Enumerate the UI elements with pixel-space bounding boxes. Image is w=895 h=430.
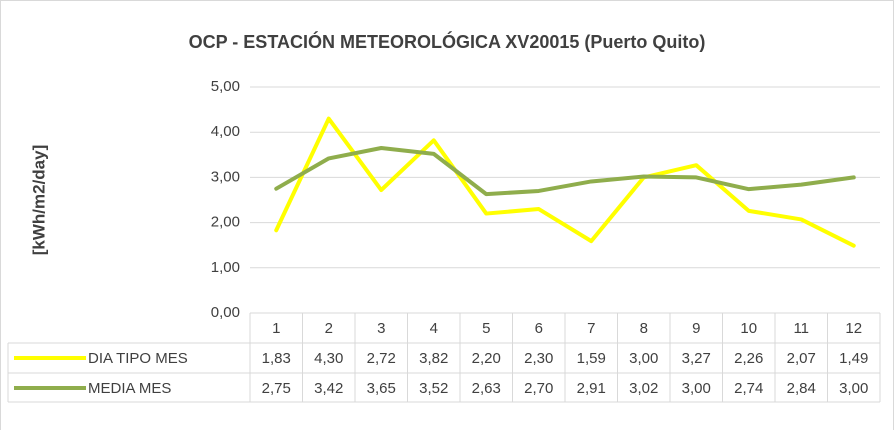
x-tick-label: 4 [430, 320, 438, 337]
series-line [274, 116, 856, 248]
x-tick-label: 1 [272, 320, 280, 337]
series-line [274, 146, 856, 197]
table-value: 3,82 [419, 350, 448, 367]
table-value: 2,07 [787, 350, 816, 367]
table-value: 3,42 [314, 380, 343, 397]
legend-label: DIA TIPO MES [88, 350, 188, 367]
table-value: 1,83 [262, 350, 291, 367]
table-value: 2,70 [524, 380, 553, 397]
legend-label: MEDIA MES [88, 380, 171, 397]
table-value: 3,65 [367, 380, 396, 397]
table-value: 2,75 [262, 380, 291, 397]
x-tick-label: 3 [377, 320, 385, 337]
table-value: 3,52 [419, 380, 448, 397]
table-value: 2,84 [787, 380, 816, 397]
y-axis-label: [kWh/m2/day] [29, 145, 48, 256]
x-tick-label: 2 [325, 320, 333, 337]
y-tick-label: 4,00 [211, 123, 240, 140]
table-value: 3,00 [682, 380, 711, 397]
table-value: 2,30 [524, 350, 553, 367]
x-tick-label: 6 [535, 320, 543, 337]
table-value: 2,72 [367, 350, 396, 367]
x-tick-label: 12 [845, 320, 862, 337]
x-tick-label: 11 [793, 320, 809, 337]
table-value: 4,30 [314, 350, 343, 367]
table-value: 3,00 [629, 350, 658, 367]
table-value: 1,59 [577, 350, 606, 367]
table-value: 2,20 [472, 350, 501, 367]
table-value: 2,74 [734, 380, 763, 397]
y-tick-label: 5,00 [211, 78, 240, 95]
table-value: 2,63 [472, 380, 501, 397]
y-tick-label: 1,00 [211, 259, 240, 276]
chart-title: OCP - ESTACIÓN METEOROLÓGICA XV20015 (Pu… [189, 31, 706, 52]
table-value: 1,49 [839, 350, 868, 367]
table-value: 2,26 [734, 350, 763, 367]
table-value: 3,02 [629, 380, 658, 397]
x-tick-label: 10 [740, 320, 757, 337]
y-tick-label: 0,00 [211, 304, 240, 321]
table-value: 3,27 [682, 350, 711, 367]
x-tick-label: 7 [587, 320, 595, 337]
x-tick-label: 8 [640, 320, 648, 337]
table-value: 3,00 [839, 380, 868, 397]
y-tick-label: 3,00 [211, 168, 240, 185]
table-value: 2,91 [577, 380, 606, 397]
x-tick-label: 5 [482, 320, 490, 337]
x-tick-label: 9 [692, 320, 700, 337]
y-tick-label: 2,00 [211, 214, 240, 231]
